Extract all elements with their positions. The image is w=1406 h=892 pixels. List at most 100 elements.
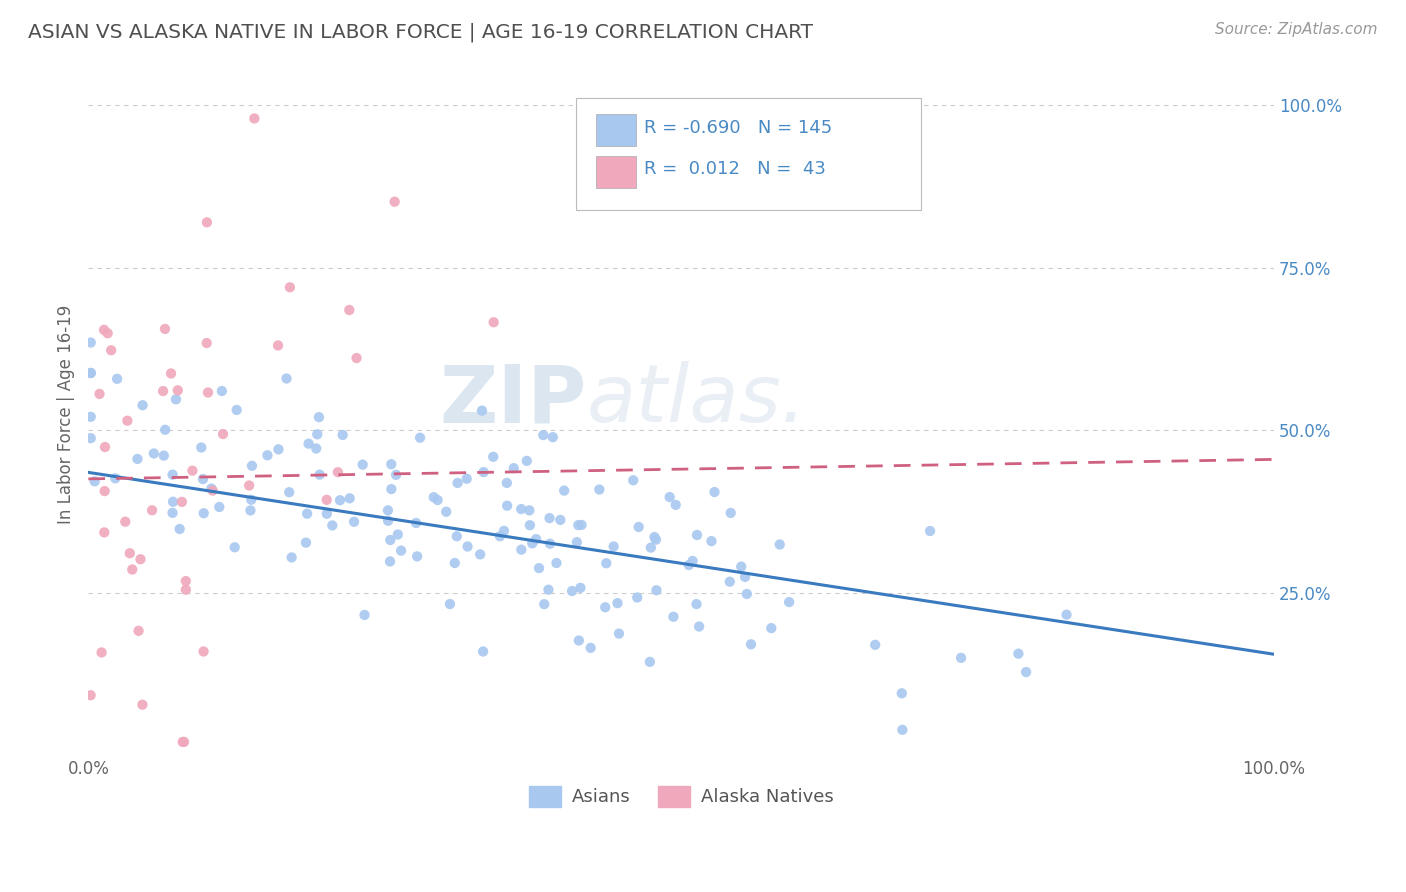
Point bbox=[121, 562, 143, 576]
Point bbox=[174, 574, 197, 588]
Point bbox=[173, 735, 195, 749]
Point bbox=[446, 475, 468, 490]
Point bbox=[90, 645, 112, 659]
Point bbox=[240, 492, 263, 507]
Point bbox=[162, 495, 184, 509]
Point bbox=[571, 517, 593, 532]
Point bbox=[579, 640, 602, 655]
Point bbox=[409, 431, 432, 445]
Point bbox=[142, 446, 165, 460]
Point bbox=[190, 441, 212, 455]
Point bbox=[890, 686, 912, 700]
Point bbox=[439, 597, 461, 611]
Point bbox=[531, 428, 554, 442]
Point bbox=[700, 534, 723, 549]
Point bbox=[602, 540, 624, 554]
Point bbox=[1007, 647, 1029, 661]
Text: R = -0.690   N = 145: R = -0.690 N = 145 bbox=[644, 119, 832, 136]
Point bbox=[643, 530, 665, 544]
Point bbox=[406, 549, 429, 564]
Point bbox=[470, 547, 492, 561]
Point bbox=[489, 529, 512, 543]
Point bbox=[492, 524, 515, 538]
Point bbox=[471, 403, 494, 417]
Point bbox=[456, 472, 478, 486]
Point bbox=[377, 503, 399, 517]
Point bbox=[308, 467, 330, 482]
Point bbox=[495, 475, 517, 490]
Point bbox=[405, 516, 427, 530]
Point bbox=[621, 473, 644, 487]
Point bbox=[593, 600, 616, 615]
Point bbox=[517, 503, 540, 517]
Point bbox=[734, 570, 756, 584]
Point bbox=[510, 542, 533, 557]
Point bbox=[276, 371, 298, 385]
Point bbox=[638, 655, 661, 669]
Point bbox=[321, 518, 343, 533]
Point bbox=[193, 506, 215, 520]
Point bbox=[472, 644, 495, 658]
Point bbox=[688, 619, 710, 633]
Point bbox=[645, 583, 668, 598]
Point bbox=[166, 384, 188, 398]
Point bbox=[550, 513, 572, 527]
Point bbox=[863, 638, 886, 652]
Point bbox=[718, 574, 741, 589]
Text: ZIP: ZIP bbox=[439, 361, 586, 439]
Point bbox=[169, 522, 191, 536]
Point bbox=[1056, 607, 1078, 622]
Point bbox=[105, 372, 128, 386]
Point bbox=[891, 723, 914, 737]
Point bbox=[1015, 665, 1038, 679]
Point bbox=[332, 428, 354, 442]
Point bbox=[658, 490, 681, 504]
Point bbox=[389, 543, 412, 558]
Point bbox=[627, 520, 650, 534]
Point bbox=[678, 558, 700, 572]
Point bbox=[104, 471, 127, 485]
Point bbox=[224, 541, 246, 555]
Point bbox=[129, 552, 152, 566]
Point bbox=[423, 490, 446, 504]
Point bbox=[93, 323, 115, 337]
Point bbox=[118, 546, 141, 560]
Point bbox=[79, 688, 101, 702]
Point bbox=[162, 467, 184, 482]
Point bbox=[89, 387, 111, 401]
Point bbox=[127, 452, 149, 467]
Point bbox=[243, 112, 266, 126]
Point bbox=[308, 410, 330, 425]
Text: atlas.: atlas. bbox=[586, 361, 807, 439]
Point bbox=[380, 533, 402, 547]
Point bbox=[537, 582, 560, 597]
Point bbox=[208, 500, 231, 514]
Point bbox=[378, 554, 401, 568]
Point bbox=[720, 506, 742, 520]
Point bbox=[524, 532, 547, 546]
Point bbox=[384, 194, 406, 209]
Point bbox=[920, 524, 942, 538]
Point bbox=[174, 582, 197, 597]
Point bbox=[377, 514, 399, 528]
Point bbox=[387, 527, 409, 541]
Point bbox=[567, 518, 589, 533]
Point bbox=[212, 427, 235, 442]
Point bbox=[295, 507, 318, 521]
Point bbox=[561, 584, 583, 599]
Point bbox=[640, 541, 662, 555]
Point bbox=[80, 335, 103, 350]
Text: Source: ZipAtlas.com: Source: ZipAtlas.com bbox=[1215, 22, 1378, 37]
Point bbox=[565, 535, 588, 549]
Point bbox=[730, 559, 752, 574]
Point bbox=[352, 458, 374, 472]
Point bbox=[153, 449, 176, 463]
Point bbox=[343, 515, 366, 529]
Point bbox=[128, 624, 150, 638]
Point bbox=[769, 537, 792, 551]
Point bbox=[200, 482, 222, 496]
Point bbox=[93, 484, 115, 499]
Point bbox=[662, 609, 685, 624]
Point bbox=[305, 442, 328, 456]
Point bbox=[307, 427, 329, 442]
